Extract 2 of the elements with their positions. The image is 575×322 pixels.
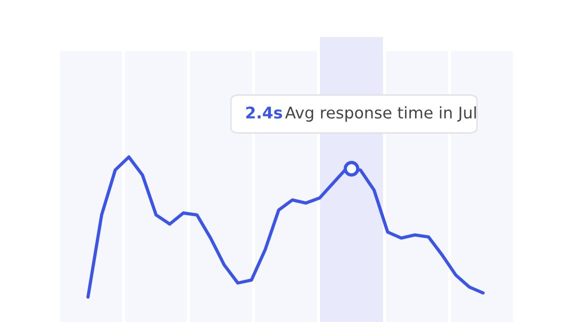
text: Avg response time in Jul [285, 106, 476, 122]
text: 2.4s [246, 106, 282, 119]
